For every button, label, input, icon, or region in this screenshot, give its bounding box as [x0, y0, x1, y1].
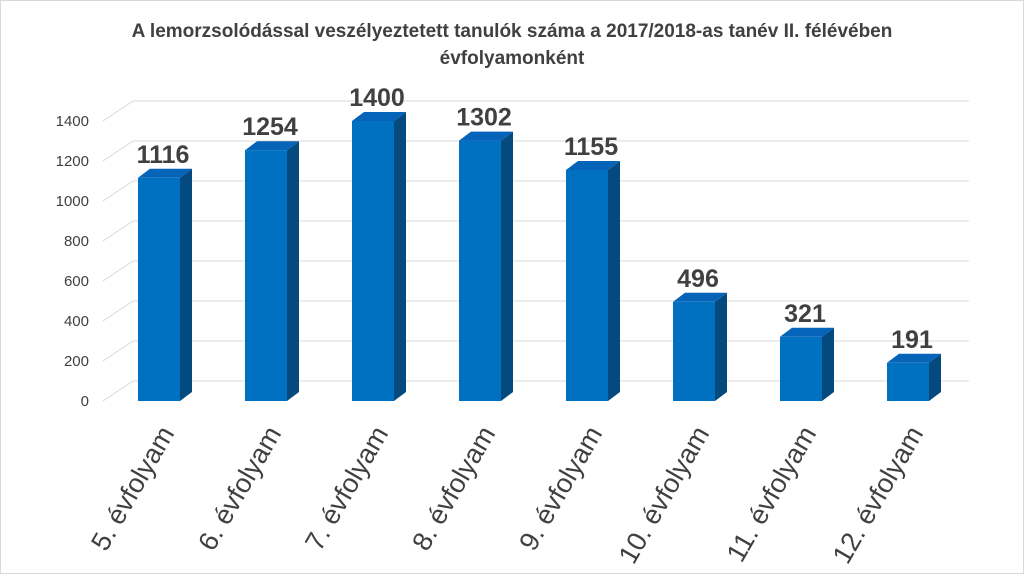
gridline [102, 100, 969, 122]
gridline [102, 260, 969, 282]
bar-side [394, 112, 406, 401]
chart-title-line-2: évfolyamonként [440, 48, 585, 69]
bar-side [501, 131, 513, 401]
gridline [102, 180, 969, 202]
bar-top [887, 353, 941, 363]
x-tick-label: 12. évfolyam [827, 421, 930, 569]
bar-top [566, 161, 620, 170]
gridline [102, 220, 969, 242]
bars [138, 112, 941, 401]
y-tick-label: 200 [64, 353, 89, 370]
y-tick-label: 0 [81, 393, 89, 410]
bar-front [245, 150, 287, 401]
x-tick-label: 8. évfolyam [406, 421, 501, 556]
bar [566, 161, 620, 401]
y-tick-label: 1200 [56, 153, 89, 170]
y-tick-label: 400 [64, 313, 89, 330]
y-tick-label: 1000 [56, 193, 89, 210]
y-tick-label: 1400 [56, 113, 89, 130]
gridline [102, 300, 969, 322]
bar-top [780, 327, 834, 337]
data-label: 1254 [242, 113, 298, 141]
gridline [102, 380, 969, 402]
data-labels: 1116 1254 1400 1302 1155 496 321 191 [137, 84, 933, 354]
gridline [102, 340, 969, 362]
bar-side [287, 141, 299, 401]
data-label: 1155 [564, 133, 618, 161]
chart-title-line-1: A lemorzsolódással veszélyeztetett tanul… [132, 21, 893, 42]
bar [673, 292, 727, 401]
data-label: 1400 [349, 84, 405, 112]
bar [780, 327, 834, 401]
x-tick-label: 10. évfolyam [613, 421, 716, 569]
data-label: 1116 [137, 141, 190, 169]
bar-front [566, 170, 608, 401]
bar-front [887, 362, 929, 401]
y-axis-ticks: 0 200 400 600 800 1000 1200 1400 [56, 113, 89, 410]
data-label: 496 [677, 265, 719, 293]
gridlines [102, 100, 969, 402]
x-tick-label: 5. évfolyam [85, 421, 180, 556]
x-tick-label: 11. évfolyam [721, 421, 823, 567]
bar-front [138, 177, 180, 401]
bar [459, 131, 513, 401]
bar-top [673, 292, 727, 302]
bar-top [459, 131, 513, 141]
data-label: 191 [891, 326, 933, 354]
bar-side [822, 327, 834, 401]
bar [887, 353, 941, 401]
bar [138, 168, 192, 401]
gridline [102, 140, 969, 162]
y-tick-label: 600 [64, 273, 89, 290]
bar-top [352, 112, 406, 121]
bar [245, 141, 299, 401]
bar-side [929, 353, 941, 401]
bar-side [180, 168, 192, 401]
x-tick-label: 6. évfolyam [192, 421, 287, 556]
bar-front [459, 140, 501, 401]
bar-front [780, 336, 822, 401]
bar-front [673, 301, 715, 401]
x-tick-label: 9. évfolyam [513, 421, 608, 556]
bar-front [352, 121, 394, 401]
x-axis-ticks: 5. évfolyam 6. évfolyam 7. évfolyam 8. évfo… [85, 421, 929, 569]
data-label: 321 [784, 300, 826, 328]
bar-side [715, 292, 727, 401]
bar-side [608, 161, 620, 401]
y-tick-label: 800 [64, 233, 89, 250]
x-tick-label: 7. évfolyam [299, 421, 394, 556]
bar-top [245, 141, 299, 151]
bar-top [138, 168, 192, 178]
data-label: 1302 [456, 104, 512, 132]
bar [352, 112, 406, 401]
